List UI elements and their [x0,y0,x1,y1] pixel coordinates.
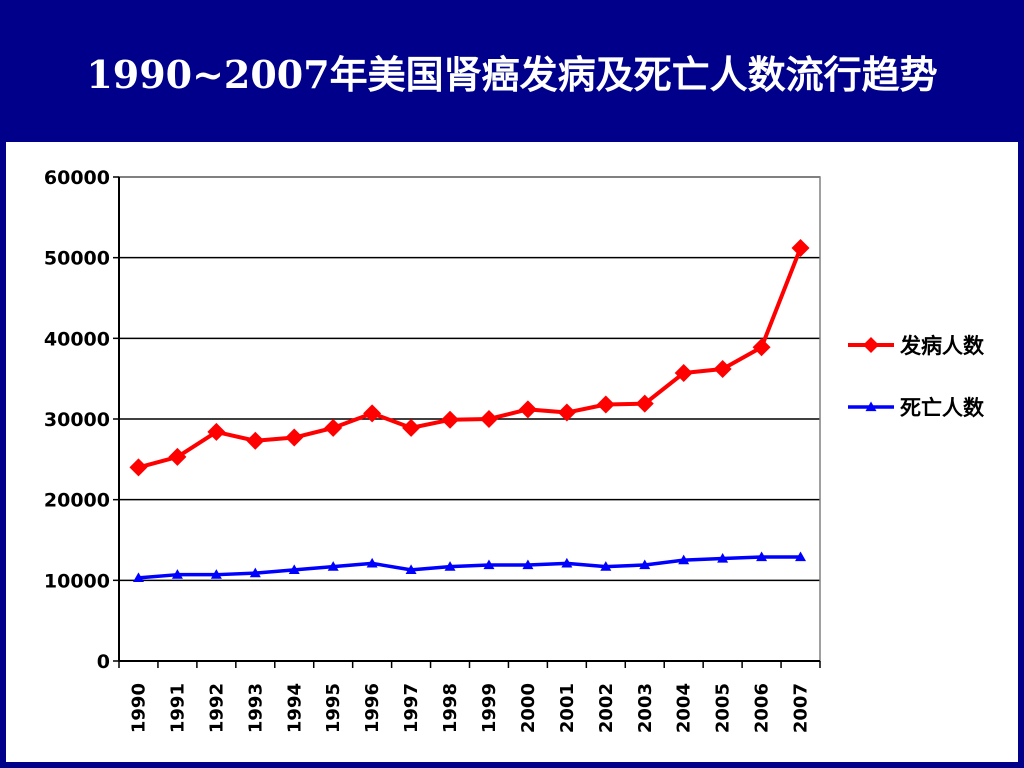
series-line [137,247,803,470]
data-point [246,431,265,450]
legend-marker [865,401,877,412]
data-point [561,557,573,568]
data-point [327,561,339,571]
data-point [791,238,810,257]
data-point [132,572,144,583]
data-point [557,403,576,422]
x-tick-label: 2000 [518,683,539,733]
data-point [288,564,300,574]
data-point [483,559,495,570]
data-point [210,569,222,579]
x-tick-label: 1999 [479,683,500,733]
data-point [518,400,537,419]
data-point [171,569,183,579]
x-tick-label: 2003 [635,683,656,733]
line-chart: 0 10000 20000 30000 40000 50000 60000 1990 1991 1… [44,167,985,733]
data-point [441,410,460,429]
data-point [249,567,261,578]
data-point [444,561,456,571]
data-point [752,338,771,357]
data-point [717,553,729,563]
chart-panel: 0 10000 20000 30000 40000 50000 60000 1990 1991 1… [6,142,1018,762]
series-line [138,555,801,580]
y-tick-label: 60000 [44,167,110,189]
legend-item-2: 死亡人数 [848,396,985,420]
data-point [596,395,615,414]
data-point [479,410,498,428]
data-point [522,559,534,570]
data-point [713,359,732,378]
y-tick-label: 30000 [44,409,110,431]
x-tick-label: 1997 [401,683,422,733]
series-2 [132,551,807,583]
x-tick-label: 1998 [440,683,461,733]
x-tick-label: 2007 [791,683,812,733]
data-point [674,364,693,383]
legend-marker [863,337,879,353]
data-point [207,422,226,441]
data-point [639,559,651,570]
x-tick-label: 1992 [206,683,227,733]
x-tick-label: 2005 [713,683,734,733]
x-tick-label: 1991 [167,683,188,733]
y-tick-label: 40000 [44,328,110,350]
data-point [168,447,187,466]
data-point [405,564,417,574]
legend-label: 发病人数 [899,334,985,358]
y-tick-label: 0 [97,651,110,673]
data-point [129,458,148,477]
axes: 0 10000 20000 30000 40000 50000 60000 1990 1991 1… [44,167,821,733]
grid-lines [119,176,820,582]
series-1 [129,238,810,477]
data-point [363,404,382,423]
data-point [678,554,690,565]
data-point [635,394,654,413]
x-tick-label: 2006 [752,683,773,733]
x-tick-label: 1993 [245,683,266,733]
x-tick-label: 2002 [596,683,617,733]
x-tick-label: 1996 [362,683,383,733]
data-point [324,418,343,437]
x-tick-label: 1994 [284,683,305,733]
series-layer [129,238,810,583]
data-point [756,551,768,562]
data-point [402,418,421,437]
x-tick-label: 1990 [128,683,149,733]
slide-title: 1990~2007年美国肾癌发病及死亡人数流行趋势 [86,51,938,97]
x-tick-label: 2001 [557,683,578,733]
data-point [285,428,304,447]
data-point [795,551,807,562]
x-tick-label: 2004 [674,683,695,733]
y-tick-label: 50000 [44,248,110,270]
x-tick-label: 1995 [323,683,344,733]
data-point [366,557,378,568]
data-point [600,561,612,571]
legend-label: 死亡人数 [900,396,985,420]
y-tick-label: 20000 [44,490,110,512]
legend-item-1: 发病人数 [848,334,985,358]
y-tick-label: 10000 [44,570,110,592]
